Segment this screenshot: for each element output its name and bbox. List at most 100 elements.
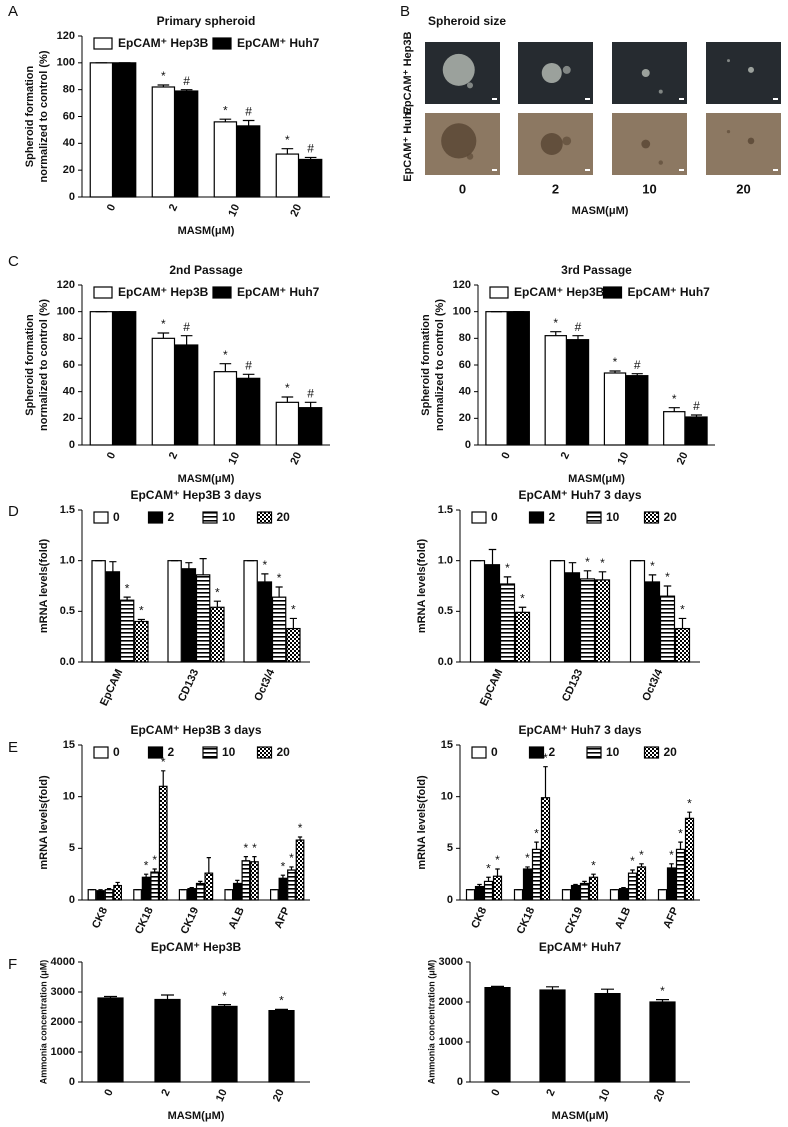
y-axis-label: normalized to control (%) xyxy=(434,299,446,431)
bar xyxy=(174,90,199,198)
y-tick-label: 10 xyxy=(63,791,75,803)
chart-title: EpCAM⁺ Huh7 3 days xyxy=(518,488,641,502)
significance-mark: * xyxy=(279,994,284,1008)
bar xyxy=(275,153,300,198)
bar xyxy=(213,371,238,446)
bar xyxy=(675,848,686,901)
significance-mark: * xyxy=(630,854,635,868)
error-bar xyxy=(275,586,283,598)
x-tick-label: CK8 xyxy=(90,905,110,930)
x-tick-label: 20 xyxy=(288,202,304,218)
bar xyxy=(174,344,199,446)
x-axis-label: MASM(μM) xyxy=(168,1110,225,1122)
error-bar xyxy=(206,857,211,874)
y-tick-label: 120 xyxy=(453,279,471,291)
error-bar xyxy=(280,874,286,879)
bar xyxy=(112,311,137,446)
bar xyxy=(295,839,305,901)
y-axis-label: mRNA levels(fold) xyxy=(416,539,428,634)
x-tick-label: CK18 xyxy=(515,905,538,936)
x-tick-label: 0 xyxy=(102,1087,115,1098)
x-tick-label: 10 xyxy=(214,1087,230,1103)
x-tick-label: 0 xyxy=(105,202,118,213)
significance-mark: * xyxy=(680,603,685,617)
x-tick-label: CK19 xyxy=(179,905,202,936)
error-bar xyxy=(152,868,157,873)
y-tick-label: 5 xyxy=(447,842,453,854)
legend-swatch xyxy=(471,511,487,524)
x-tick-label: CK8 xyxy=(469,905,489,930)
x-tick-label: 20 xyxy=(652,1087,668,1103)
significance-mark: * xyxy=(687,796,692,810)
y-tick-label: 0.0 xyxy=(60,656,75,668)
legend-label: EpCAM⁺ Huh7 xyxy=(628,285,711,299)
significance-mark: # xyxy=(634,358,641,372)
panel-label: C xyxy=(8,253,19,270)
y-axis-label: Ammonia concentration (μM) xyxy=(38,960,48,1085)
error-bar xyxy=(137,618,145,622)
y-tick-label: 0 xyxy=(447,894,453,906)
error-bar xyxy=(598,571,607,580)
error-bar xyxy=(143,873,149,878)
y-tick-label: 80 xyxy=(63,332,75,344)
bar xyxy=(465,889,476,901)
panel-label: A xyxy=(8,3,18,20)
y-axis-label: Spheroid formation xyxy=(24,314,36,416)
legend-label: EpCAM⁺ Hep3B xyxy=(514,285,605,299)
y-tick-label: 10 xyxy=(441,791,453,803)
y-tick-label: 1.5 xyxy=(60,504,75,516)
error-bar xyxy=(281,148,294,155)
scale-bar xyxy=(492,98,497,100)
bar xyxy=(236,125,261,198)
error-bar xyxy=(573,883,578,886)
bar xyxy=(104,889,114,901)
bar xyxy=(531,848,542,901)
legend-swatch xyxy=(93,746,109,759)
error-bar xyxy=(669,863,674,868)
significance-mark: # xyxy=(693,399,700,413)
bar xyxy=(564,572,581,663)
bar xyxy=(499,583,516,663)
error-bar xyxy=(235,879,240,884)
significance-mark: # xyxy=(307,142,314,156)
y-tick-label: 1.0 xyxy=(438,555,453,567)
bar xyxy=(483,880,494,901)
error-bar xyxy=(648,574,657,582)
bar xyxy=(187,888,197,901)
scale-bar xyxy=(585,169,590,171)
significance-mark: * xyxy=(525,851,530,865)
spheroid xyxy=(466,153,474,160)
legend-label: EpCAM⁺ Huh7 xyxy=(237,36,320,50)
error-bar xyxy=(543,766,548,798)
bar xyxy=(484,564,501,663)
column-label: 0 xyxy=(459,181,466,196)
x-tick-label: EpCAM xyxy=(478,667,505,708)
legend-swatch xyxy=(489,286,509,299)
image-panel-xlabel: MASM(μM) xyxy=(572,205,629,217)
bar xyxy=(112,62,137,198)
y-tick-label: 0 xyxy=(457,1076,463,1088)
y-tick-label: 100 xyxy=(453,306,471,318)
spheroid xyxy=(748,66,754,73)
error-bar xyxy=(656,999,669,1002)
error-bar xyxy=(213,600,221,608)
significance-mark: # xyxy=(183,74,190,88)
error-bar xyxy=(639,863,644,867)
x-tick-label: Oct3/4 xyxy=(252,667,277,703)
error-bar xyxy=(297,836,303,841)
legend-swatch xyxy=(212,37,232,50)
error-bar xyxy=(219,118,232,122)
bar xyxy=(522,868,533,901)
significance-mark: * xyxy=(660,984,665,998)
scale-bar xyxy=(679,98,684,100)
error-bar xyxy=(534,841,539,850)
error-bar xyxy=(678,841,683,850)
bar xyxy=(659,595,676,663)
bar xyxy=(133,889,142,901)
scale-bar xyxy=(773,169,778,171)
bar xyxy=(636,866,647,901)
legend-swatch xyxy=(528,511,545,524)
legend-label: 0 xyxy=(491,510,498,524)
